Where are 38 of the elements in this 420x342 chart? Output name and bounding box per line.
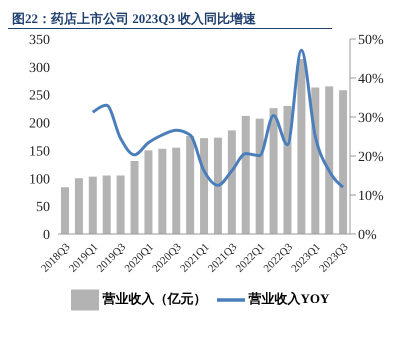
bar xyxy=(158,148,166,234)
legend-label: 营业收入YOY xyxy=(248,290,330,306)
y2-tick-label: 50% xyxy=(358,32,384,48)
bar xyxy=(186,136,194,234)
y2-tick-label: 40% xyxy=(358,72,384,87)
bar xyxy=(339,90,348,234)
y2-tick-label: 30% xyxy=(358,110,384,126)
bar xyxy=(242,116,250,234)
bar xyxy=(116,176,125,234)
bar xyxy=(144,150,152,234)
bar xyxy=(102,176,111,234)
bar xyxy=(228,130,236,234)
y-tick-label: 0 xyxy=(43,228,50,243)
bar xyxy=(256,118,264,234)
bar xyxy=(214,138,222,234)
chart-title: 图22：药店上市公司 2023Q3 收入同比增速 xyxy=(8,8,332,29)
y-tick-label: 200 xyxy=(29,116,50,132)
bar xyxy=(270,108,278,234)
bar xyxy=(200,138,208,234)
bar xyxy=(283,106,292,234)
y-tick-label: 250 xyxy=(29,88,50,104)
y-tick-label: 350 xyxy=(29,32,50,48)
bar xyxy=(74,178,83,234)
bar xyxy=(172,148,180,234)
y-tick-label: 150 xyxy=(29,144,50,160)
bar xyxy=(325,86,334,234)
y-tick-label: 50 xyxy=(36,200,50,216)
line-series xyxy=(91,48,345,189)
y2-tick-label: 10% xyxy=(358,188,384,204)
bar xyxy=(130,161,139,234)
y-tick-label: 300 xyxy=(29,60,50,76)
y2-tick-label: 20% xyxy=(358,150,384,165)
y2-tick-label: 0% xyxy=(358,228,377,243)
bar xyxy=(297,59,306,234)
bar xyxy=(88,176,97,234)
legend-label: 营业收入（亿元） xyxy=(102,290,207,306)
bar xyxy=(61,187,69,234)
y-tick-label: 100 xyxy=(29,172,50,188)
